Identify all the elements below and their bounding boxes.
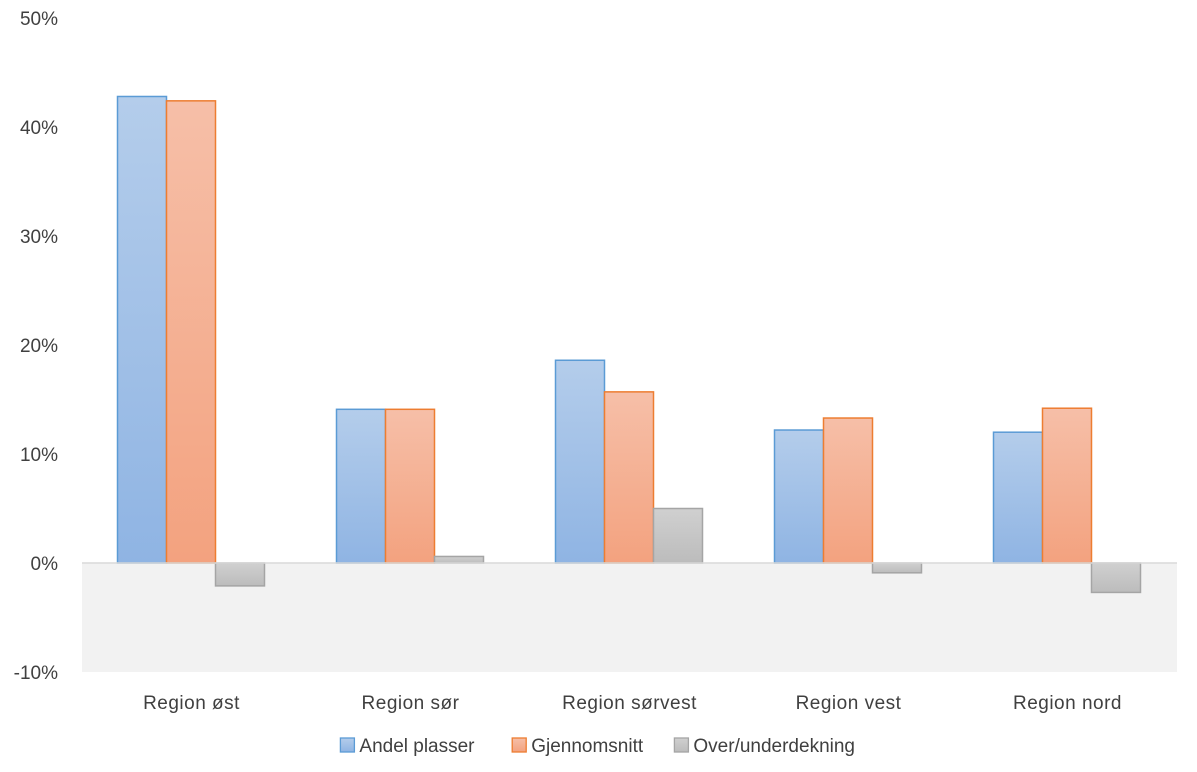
bar-over-underdekning-4 [1092,563,1141,592]
y-tick-label: 20% [20,336,58,357]
bar-andel-plasser-0 [118,96,167,563]
bar-andel-plasser-1 [337,409,386,563]
bar-gjennomsnitt-3 [824,418,873,563]
bar-andel-plasser-2 [556,360,605,563]
y-tick-label: 0% [31,554,59,575]
bar-gjennomsnitt-2 [605,392,654,563]
bar-andel-plasser-3 [775,430,824,563]
y-tick-label: 30% [20,227,58,248]
y-tick-label: 10% [20,445,58,466]
y-tick-label: 50% [20,9,58,30]
x-category-label: Region øst [143,693,240,714]
bar-over-underdekning-1 [435,556,484,563]
bar-over-underdekning-3 [873,563,922,573]
bar-over-underdekning-2 [654,509,703,564]
bar-gjennomsnitt-0 [167,101,216,563]
x-category-label: Region sørvest [562,693,697,714]
bar-gjennomsnitt-4 [1043,408,1092,563]
bar-gjennomsnitt-1 [386,409,435,563]
x-category-label: Region sør [362,693,460,714]
legend-swatch [512,738,526,752]
x-category-label: Region vest [796,693,902,714]
bar-over-underdekning-0 [216,563,265,586]
y-tick-label: -10% [14,663,58,684]
legend-label: Gjennomsnitt [531,736,644,757]
legend-label: Over/underdekning [693,736,855,757]
bar-andel-plasser-4 [994,432,1043,563]
legend-label: Andel plasser [359,736,475,757]
legend-swatch [340,738,354,752]
legend-swatch [674,738,688,752]
x-category-label: Region nord [1013,693,1122,714]
y-tick-label: 40% [20,118,58,139]
